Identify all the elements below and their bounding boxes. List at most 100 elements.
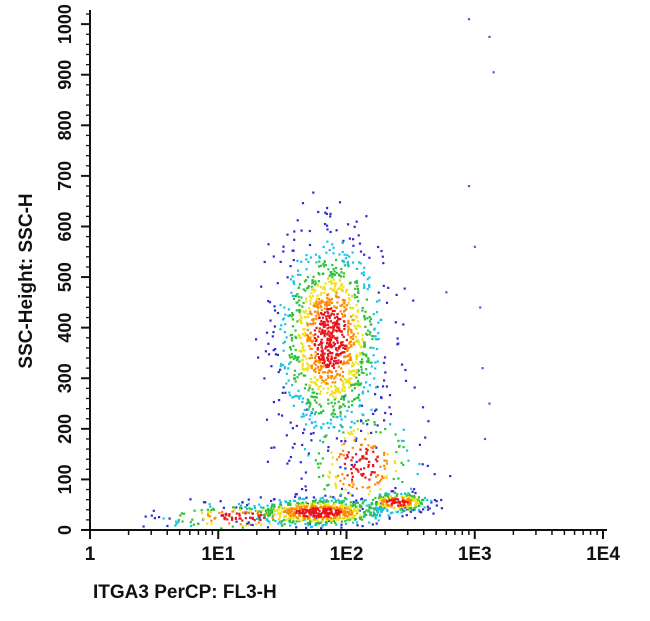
data-point (319, 439, 322, 442)
data-point (345, 498, 348, 501)
data-point (346, 348, 349, 351)
data-point (311, 295, 315, 298)
data-point (347, 405, 350, 409)
data-point (356, 355, 359, 358)
data-point (330, 499, 333, 502)
data-point (346, 507, 349, 510)
data-point (313, 290, 316, 293)
data-point (315, 384, 318, 387)
data-point (253, 519, 256, 522)
data-point (332, 252, 335, 255)
data-point (301, 517, 304, 520)
data-point (285, 434, 288, 437)
data-point (347, 297, 351, 300)
data-point (359, 352, 362, 355)
data-point (180, 512, 183, 515)
data-point (329, 519, 332, 522)
data-point (335, 271, 338, 275)
data-point (326, 327, 329, 330)
data-point (337, 498, 340, 502)
data-point (424, 436, 427, 439)
data-point (355, 369, 358, 372)
data-point (346, 360, 349, 363)
data-point (337, 365, 340, 368)
data-point (326, 337, 329, 340)
data-point (267, 342, 270, 345)
data-point (330, 521, 333, 524)
data-point (354, 382, 357, 385)
data-point (334, 348, 338, 351)
data-point (426, 498, 429, 502)
data-point (319, 302, 322, 305)
data-point (378, 493, 381, 496)
data-point (282, 349, 285, 352)
data-point (326, 342, 329, 345)
data-point (307, 454, 310, 457)
data-point (348, 341, 351, 344)
data-point (248, 507, 251, 510)
data-point (343, 395, 346, 398)
data-point (347, 362, 350, 365)
data-point (361, 525, 364, 528)
data-point (306, 521, 309, 524)
data-point (419, 502, 422, 505)
data-point (317, 385, 320, 388)
data-point (312, 302, 316, 305)
data-point (329, 393, 332, 396)
data-point (336, 330, 339, 333)
data-point (320, 332, 323, 335)
data-point (339, 479, 342, 482)
data-point (369, 346, 372, 349)
data-point (333, 366, 336, 369)
data-point (322, 422, 325, 426)
data-point (417, 499, 421, 502)
data-point (272, 504, 275, 507)
data-point (311, 507, 314, 510)
data-point (306, 329, 309, 332)
data-point (332, 326, 335, 329)
data-point (352, 306, 355, 309)
y-axis-title: SSC-Height: SSC-H (16, 193, 37, 368)
data-point (317, 356, 320, 359)
data-point (331, 310, 334, 313)
data-point (306, 515, 309, 518)
data-point (326, 302, 329, 305)
data-point (310, 354, 313, 357)
data-point (383, 464, 386, 467)
data-point (297, 269, 300, 272)
data-point (308, 344, 311, 347)
data-point (291, 427, 294, 430)
data-point (322, 474, 325, 477)
data-point (346, 409, 349, 412)
data-point (344, 496, 347, 500)
x-tick-label: 1E2 (330, 544, 364, 565)
data-point (305, 402, 308, 405)
data-point (296, 219, 299, 222)
data-point (337, 359, 340, 362)
x-tick-label: 1E1 (201, 544, 235, 565)
data-point (353, 422, 356, 425)
data-point (355, 487, 358, 490)
data-point (390, 502, 393, 505)
data-point (338, 279, 342, 282)
data-point (350, 307, 353, 310)
data-point (303, 355, 306, 358)
data-point (342, 482, 345, 486)
data-point (353, 225, 356, 228)
data-point (287, 502, 290, 505)
data-point (289, 456, 292, 459)
data-point (407, 492, 410, 495)
data-point (318, 298, 321, 301)
data-point (298, 318, 301, 322)
data-point (340, 388, 344, 391)
data-point (313, 337, 316, 340)
data-point (325, 434, 328, 437)
data-point (335, 315, 339, 318)
data-point (330, 345, 333, 348)
data-point (323, 291, 326, 294)
data-point (340, 418, 343, 421)
y-tick-label: 600 (55, 211, 75, 241)
data-point (348, 237, 351, 240)
data-point (331, 381, 334, 384)
data-point (335, 506, 339, 509)
